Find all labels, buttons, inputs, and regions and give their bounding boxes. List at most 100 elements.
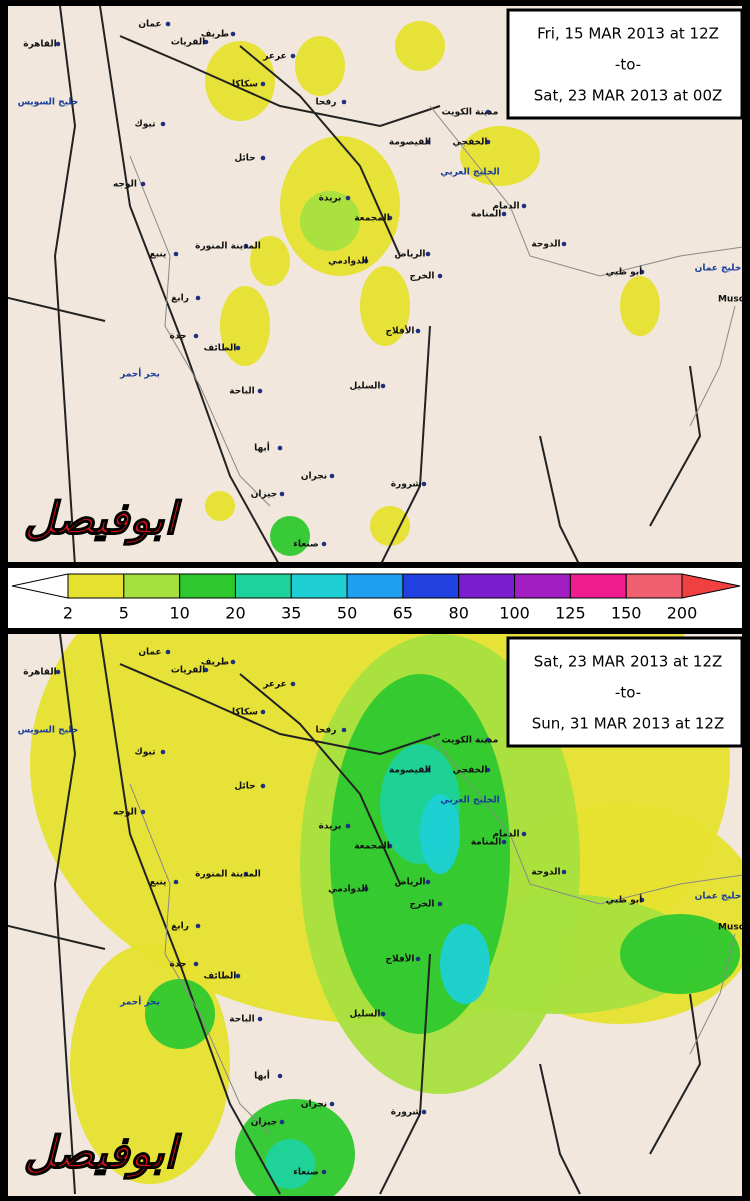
place-label: طريف [201,658,229,668]
city-dot [421,1109,427,1115]
place-label: جيزان [251,1118,278,1128]
place-label: أبو ظبي [606,266,643,278]
place-label: Musc [718,295,744,305]
coastline [689,305,736,427]
place-label: السليل [349,1010,380,1020]
city-dot [421,481,427,487]
legend-box [67,573,125,599]
rain-area [145,979,215,1049]
legend-label: 20 [225,604,245,623]
rain-area [620,276,660,336]
city-dot [235,973,241,979]
city-dot [485,109,491,115]
border [649,993,702,1155]
city-dot [521,203,527,209]
date-line: -to- [615,684,641,702]
city-dot [235,345,241,351]
border [380,325,431,562]
city-dot [290,53,296,59]
legend-label: 80 [449,604,469,623]
city-dot [485,767,491,773]
legend-label: 10 [169,604,189,623]
city-dot [387,843,393,849]
coastline [129,783,271,1135]
place-label: المدينة المنورة [195,870,261,880]
place-label: حائل [234,782,255,792]
city-dot [425,767,431,773]
place-label: عمان [138,648,161,658]
border [239,45,401,257]
city-dot [415,956,421,962]
city-dot [165,21,171,27]
city-dot [363,258,369,264]
legend-box [234,573,292,599]
place-label: نجران [301,1100,327,1110]
place-label: جدة [170,960,187,970]
legend-label: 125 [555,604,586,623]
place-label: القيصومة [389,766,431,776]
place-label: تبوك [135,748,156,758]
place-label: الباحة [229,1015,254,1025]
city-dot [380,1011,386,1017]
legend-box [458,573,516,599]
city-dot [140,181,146,187]
city-dot [639,897,645,903]
place-label: المنامة [471,210,502,220]
city-dot [260,709,266,715]
place-label: القريات [171,666,205,676]
city-dot [363,886,369,892]
city-dot [55,669,61,675]
place-label: الطائف [204,972,237,982]
city-dot [243,871,249,877]
place-label: القيصومة [389,138,431,148]
place-label: مدينة الكويت [442,108,499,118]
border [99,634,281,1195]
place-label: المجمعة [354,214,390,224]
place-label: الدمام [492,202,519,212]
city-dot [341,727,347,733]
legend-box [402,573,460,599]
place-label: صنعاء [293,540,318,550]
city-dot [195,295,201,301]
legend-box [179,573,236,599]
place-label: الخرج [409,900,434,910]
border [99,6,279,562]
border [649,365,702,527]
city-dot [193,333,199,339]
rain-area [395,21,445,71]
border [119,35,441,128]
place-label: أبها [254,442,270,454]
place-label: القريات [171,38,205,48]
place-label: الباحة [229,387,254,397]
legend-label: 200 [667,604,698,623]
place-label: حائل [234,154,255,164]
date-line: Sat, 23 MAR 2013 at 00Z [534,87,723,105]
legend-label: 50 [337,604,357,623]
city-dot [425,251,431,257]
city-dot [257,1016,263,1022]
date-line: Fri, 15 MAR 2013 at 12Z [537,25,719,43]
place-label: الوجه [113,808,137,818]
place-label: الرياض [395,250,426,260]
rain-area [295,36,345,96]
city-dot [561,241,567,247]
city-dot [485,139,491,145]
date-box [506,636,744,748]
place-label: القاهرة [23,40,56,50]
border [539,1063,581,1195]
city-dot [425,139,431,145]
city-dot [140,809,146,815]
city-dot [279,491,285,497]
coastline [689,933,736,1055]
place-label: سكاكا [232,708,258,718]
place-label: تبوك [135,120,156,130]
city-dot [173,251,179,257]
place-label: شرورة [391,1108,422,1118]
place-label: ينبع [150,250,167,260]
place-label: الأفلاج [386,953,415,965]
city-dot [55,41,61,47]
city-dot [165,649,171,655]
place-label: الأفلاج [386,325,415,337]
